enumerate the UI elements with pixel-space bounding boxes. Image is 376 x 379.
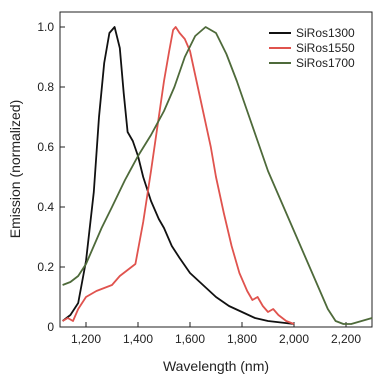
y-tick-label: 0.6 (37, 140, 54, 154)
x-tick-label: 2,200 (331, 332, 361, 346)
x-tick-label: 1,800 (227, 332, 257, 346)
y-tick-label: 0 (47, 320, 54, 334)
x-tick-label: 2,000 (279, 332, 309, 346)
y-axis-ticks: 0 0.2 0.4 0.6 0.8 1.0 (37, 20, 65, 334)
legend-label: SiRos1700 (296, 56, 355, 70)
x-axis-ticks: 1,200 1,400 1,600 1,800 2,000 2,200 (71, 322, 361, 346)
y-axis-label: Emission (normalized) (7, 100, 23, 238)
legend-label: SiRos1550 (296, 41, 355, 55)
legend-label: SiRos1300 (296, 26, 355, 40)
y-tick-label: 0.2 (37, 260, 54, 274)
x-tick-label: 1,400 (123, 332, 153, 346)
series-line-siros1700 (62, 26, 373, 325)
x-axis-label: Wavelength (nm) (163, 358, 269, 374)
y-tick-label: 1.0 (37, 20, 54, 34)
series-layer (62, 26, 373, 325)
plot-frame (59, 11, 373, 328)
y-tick-label: 0.8 (37, 80, 54, 94)
x-tick-label: 1,200 (71, 332, 101, 346)
series-line-siros1300 (62, 26, 295, 325)
y-tick-label: 0.4 (37, 200, 54, 214)
x-tick-label: 1,600 (175, 332, 205, 346)
series-line-siros1550 (62, 26, 295, 325)
